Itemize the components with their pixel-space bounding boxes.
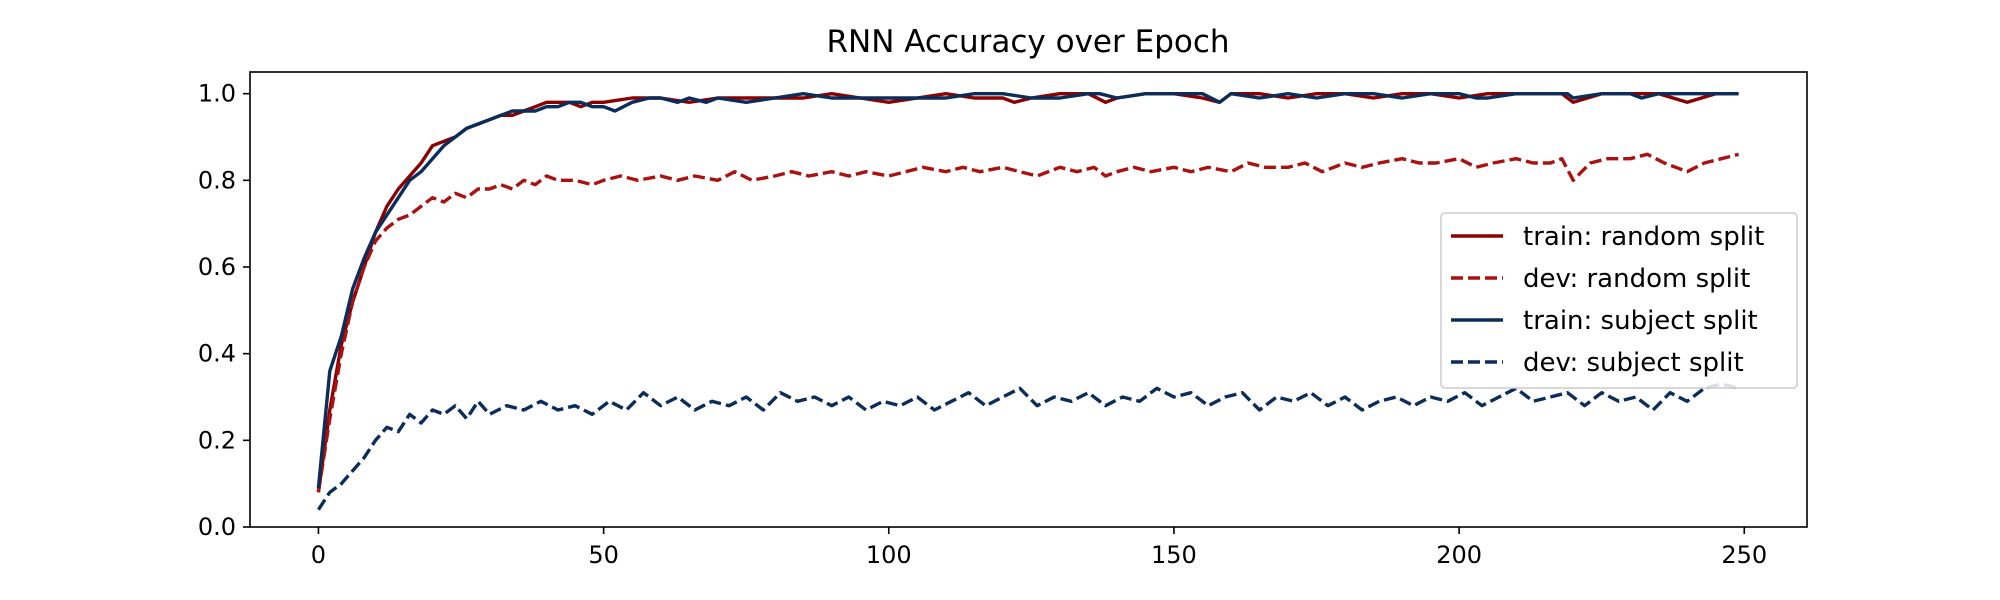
y-axis: 0.0 0.2 0.4 0.6 0.8 1.0 — [198, 80, 250, 541]
plot-frame — [249, 71, 1808, 528]
legend-label-0: train: random split — [1523, 222, 1764, 252]
series-line-1 — [316, 152, 1740, 493]
series-line-3 — [316, 382, 1740, 511]
y-tick-label-2: 0.4 — [198, 340, 236, 368]
y-tick-label-3: 0.6 — [198, 253, 236, 281]
legend-label-3: dev: subject split — [1523, 348, 1744, 378]
x-tick-label-4: 200 — [1436, 541, 1482, 569]
legend-label-2: train: subject split — [1523, 306, 1758, 336]
y-tick-label-4: 0.8 — [198, 166, 236, 194]
x-tick-label-2: 100 — [866, 541, 912, 569]
legend-label-1: dev: random split — [1523, 264, 1750, 294]
chart-title: RNN Accuracy over Epoch — [826, 24, 1229, 60]
legend: train: random split dev: random split trai… — [1440, 212, 1798, 389]
legend-box — [1440, 212, 1798, 389]
y-tick-label-5: 1.0 — [198, 80, 236, 108]
y-tick-label-0: 0.0 — [198, 513, 236, 541]
x-tick-label-5: 250 — [1721, 541, 1767, 569]
x-tick-label-3: 150 — [1151, 541, 1197, 569]
series-line-2 — [316, 92, 1739, 489]
y-tick-label-1: 0.2 — [198, 426, 236, 454]
x-tick-label-1: 50 — [588, 541, 619, 569]
x-tick-label-0: 0 — [311, 541, 326, 569]
series-line-0 — [316, 92, 1739, 493]
x-axis: 0 50 100 150 200 250 — [311, 527, 1767, 569]
plot-area — [316, 92, 1740, 511]
